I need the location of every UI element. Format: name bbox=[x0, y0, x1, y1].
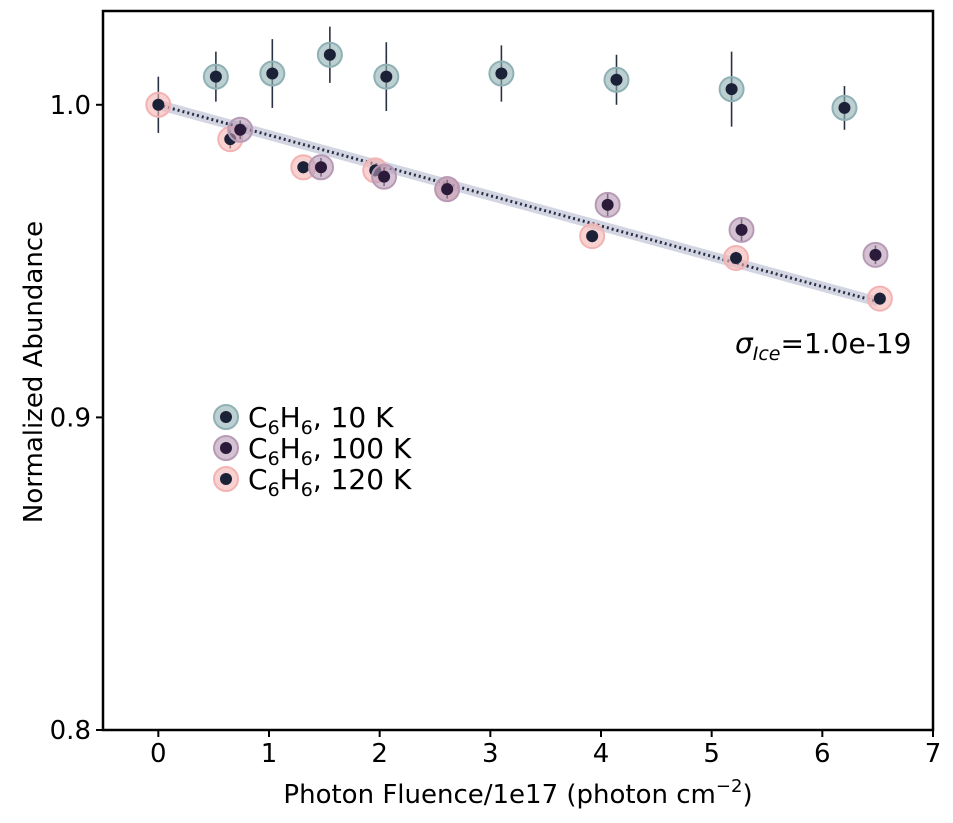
data-point bbox=[730, 251, 743, 264]
data-point bbox=[234, 123, 247, 136]
legend-label-part: H bbox=[280, 401, 301, 434]
data-point bbox=[266, 67, 279, 80]
x-axis-title-text: Photon Fluence/1e17 (photon cm bbox=[283, 780, 715, 810]
data-point bbox=[441, 183, 454, 196]
x-tick-label: 0 bbox=[150, 739, 167, 769]
fit-line-group bbox=[157, 99, 879, 307]
legend-label: C6H6, 10 K bbox=[248, 401, 394, 439]
x-tick-label: 4 bbox=[593, 739, 610, 769]
x-tick-label: 7 bbox=[925, 739, 942, 769]
x-tick-label: 6 bbox=[814, 739, 831, 769]
x-axis-title-sup: −2 bbox=[716, 776, 743, 797]
sigma-annotation: σIce=1.0e-19 bbox=[735, 327, 911, 365]
legend-label-part: 6 bbox=[301, 417, 313, 439]
data-point bbox=[869, 248, 882, 261]
sigma-symbol: σ bbox=[735, 327, 754, 360]
data-point bbox=[610, 73, 623, 86]
x-tick-label: 2 bbox=[371, 739, 388, 769]
axis-ticks: 0 1 2 3 4 5 6 7 0.8 0.9 1.0 bbox=[50, 91, 942, 769]
legend-entry: C6H6, 10 K bbox=[213, 401, 394, 439]
legend-label: C6H6, 100 K bbox=[248, 432, 412, 470]
y-tick-label: 0.9 bbox=[50, 403, 91, 433]
legend-marker bbox=[220, 442, 232, 454]
fit-line bbox=[157, 103, 879, 304]
legend-label-part: , 120 K bbox=[313, 463, 412, 496]
data-point bbox=[735, 223, 748, 236]
data-point bbox=[586, 230, 599, 243]
data-point bbox=[152, 98, 165, 111]
legend-entry: C6H6, 120 K bbox=[213, 463, 412, 501]
legend-label-part: H bbox=[280, 463, 301, 496]
data-points bbox=[145, 26, 893, 312]
data-point bbox=[838, 101, 851, 114]
legend-label-part: C bbox=[248, 401, 268, 434]
data-point bbox=[380, 70, 393, 83]
legend-label: C6H6, 120 K bbox=[248, 463, 412, 501]
legend-marker bbox=[220, 473, 232, 485]
sigma-subscript: Ice bbox=[753, 343, 781, 365]
data-point bbox=[601, 198, 614, 211]
data-point bbox=[323, 48, 336, 61]
data-point bbox=[725, 83, 738, 96]
legend-label-part: C bbox=[248, 463, 268, 496]
legend-label-part: 6 bbox=[301, 479, 313, 501]
data-point bbox=[873, 292, 886, 305]
data-point bbox=[495, 67, 508, 80]
x-tick-label: 3 bbox=[482, 739, 499, 769]
legend-label-part: , 10 K bbox=[313, 401, 394, 434]
data-point bbox=[378, 170, 391, 183]
plot-frame bbox=[101, 9, 935, 732]
y-tick-label: 0.8 bbox=[50, 716, 91, 746]
legend-marker bbox=[220, 411, 232, 423]
legend-label-part: 6 bbox=[268, 448, 280, 470]
y-axis-title: Normalized Abundance bbox=[19, 221, 49, 523]
x-tick-label: 5 bbox=[703, 739, 720, 769]
legend-label-part: 6 bbox=[301, 448, 313, 470]
x-axis-title: Photon Fluence/1e17 (photon cm−2) bbox=[283, 776, 752, 810]
data-point bbox=[297, 161, 310, 174]
legend-entry: C6H6, 100 K bbox=[213, 432, 412, 470]
legend-label-part: C bbox=[248, 432, 268, 465]
x-axis-title-end: ) bbox=[742, 780, 752, 810]
legend-label-part: , 100 K bbox=[313, 432, 412, 465]
legend-label-part: 6 bbox=[268, 417, 280, 439]
data-point bbox=[315, 161, 328, 174]
x-tick-label: 1 bbox=[261, 739, 278, 769]
data-point bbox=[209, 70, 222, 83]
sigma-value: =1.0e-19 bbox=[781, 327, 912, 360]
legend-label-part: H bbox=[280, 432, 301, 465]
y-tick-label: 1.0 bbox=[50, 91, 91, 121]
legend-label-part: 6 bbox=[268, 479, 280, 501]
